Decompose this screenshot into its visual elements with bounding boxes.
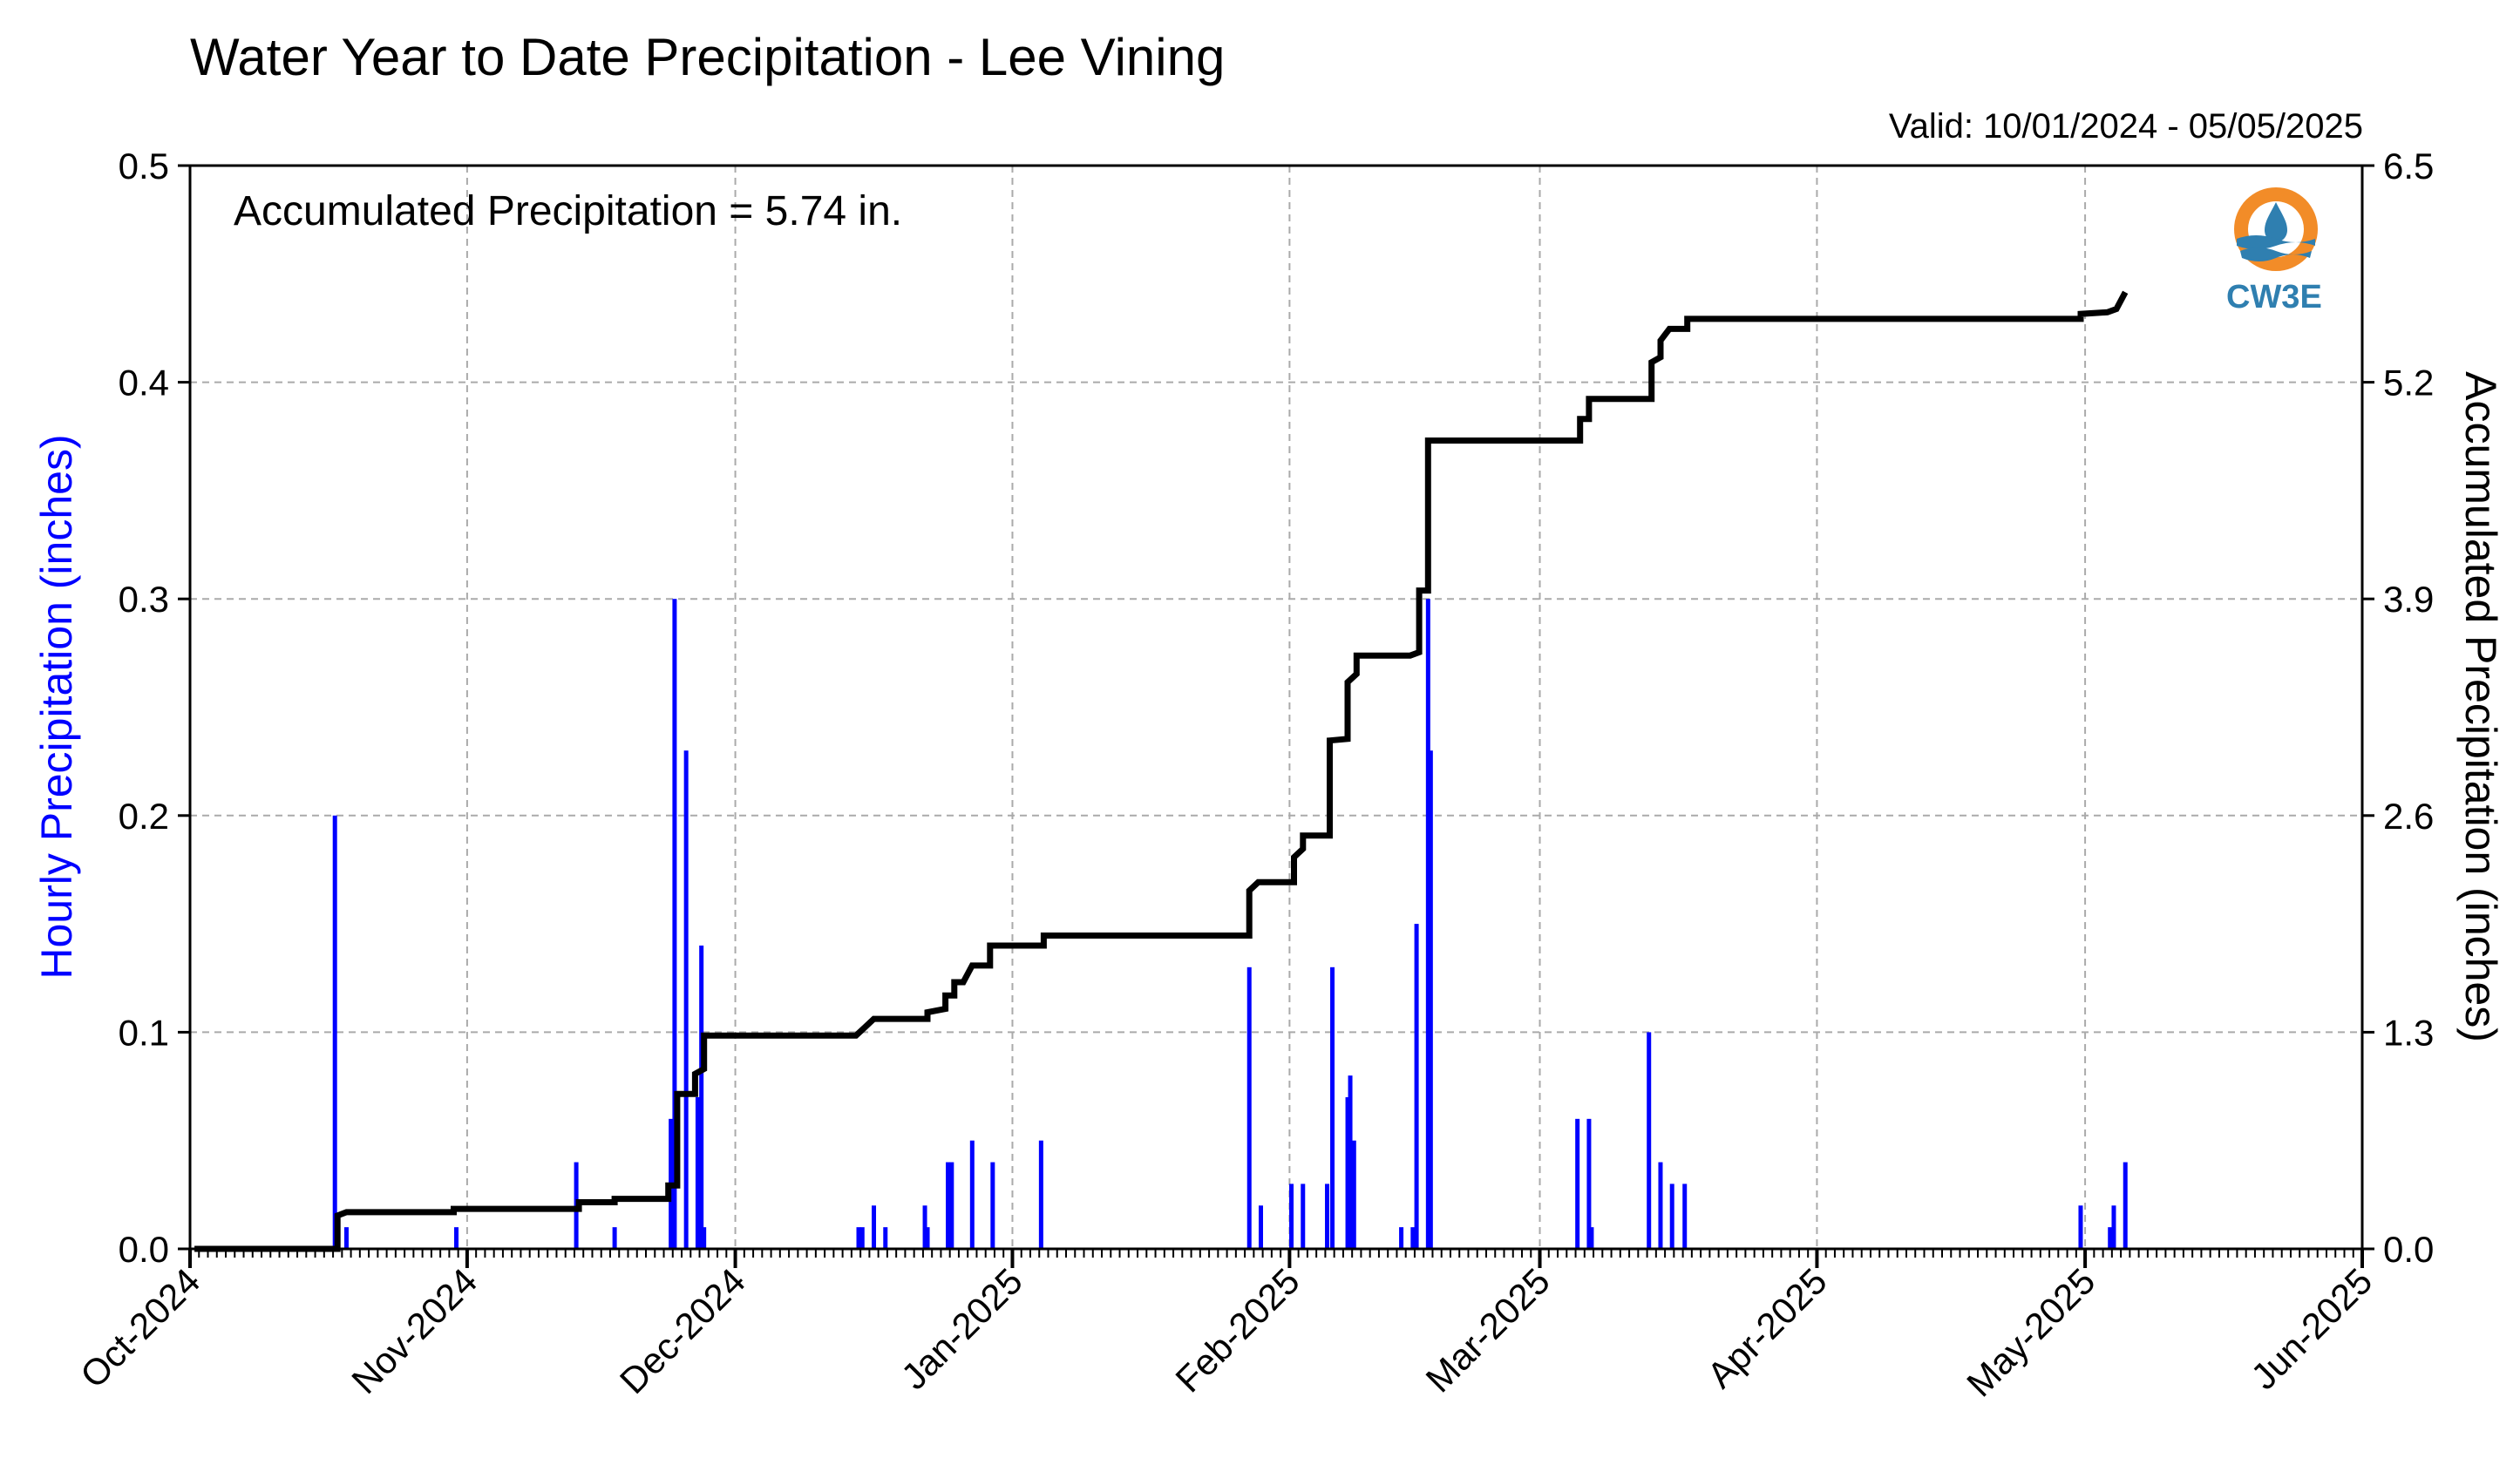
hourly-bar — [1414, 924, 1419, 1249]
accumulated-line — [194, 290, 2129, 1252]
hourly-bar — [1399, 1227, 1404, 1249]
hourly-bar — [683, 750, 689, 1249]
hourly-bar — [990, 1162, 995, 1249]
y-axis-label-right: Accumulated Precipitation (inches) — [2456, 371, 2505, 1042]
y-tick-label-left: 0.1 — [119, 1012, 169, 1053]
y-tick-label-right: 1.3 — [2383, 1012, 2434, 1053]
hourly-bar — [1410, 1227, 1416, 1249]
hourly-bar — [1246, 966, 1252, 1249]
hourly-bar — [1289, 1184, 1294, 1249]
hourly-bar — [1428, 750, 1433, 1249]
hourly-bar — [1589, 1227, 1594, 1249]
hourly-bar — [1669, 1184, 1674, 1249]
hourly-bar — [2123, 1162, 2128, 1249]
hourly-bar — [695, 1096, 700, 1249]
hourly-bar — [969, 1140, 975, 1249]
y-tick-label-right: 3.9 — [2383, 579, 2434, 620]
hourly-bar — [1351, 1140, 1356, 1249]
y-tick-label-right: 5.2 — [2383, 363, 2434, 404]
hourly-bar — [343, 1227, 349, 1249]
hourly-bar — [612, 1227, 617, 1249]
x-tick-label: Mar-2025 — [1418, 1260, 1558, 1400]
hourly-bar — [949, 1162, 954, 1249]
hourly-bar — [1575, 1118, 1580, 1249]
minor-ticks — [189, 1249, 2363, 1258]
y-tick-label-right: 0.0 — [2383, 1229, 2434, 1270]
hourly-bar — [1425, 599, 1430, 1249]
y-tick-label-right: 6.5 — [2383, 146, 2434, 187]
hourly-bar — [699, 945, 704, 1249]
y-tick-label-left: 0.0 — [119, 1229, 169, 1270]
cw3e-logo-text: CW3E — [2226, 279, 2322, 315]
accumulated-annotation: Accumulated Precipitation = 5.74 in. — [234, 188, 902, 234]
valid-date-range: Valid: 10/01/2024 - 05/05/2025 — [1888, 107, 2363, 146]
x-tick-label: Jan-2025 — [893, 1260, 1030, 1397]
hourly-bar — [2078, 1205, 2083, 1249]
x-tick-label: Jun-2025 — [2243, 1260, 2380, 1397]
hourly-bar — [925, 1227, 930, 1249]
hourly-bar — [1658, 1162, 1663, 1249]
hourly-bar — [2108, 1227, 2113, 1249]
hourly-bar — [856, 1227, 861, 1249]
hourly-bar — [332, 815, 337, 1249]
y-tick-label-right: 2.6 — [2383, 796, 2434, 837]
hourly-bar — [1586, 1118, 1592, 1249]
hourly-bar — [1325, 1184, 1330, 1249]
x-tick-label: Nov-2024 — [343, 1260, 485, 1401]
hourly-bar — [872, 1205, 877, 1249]
hourly-bar — [1345, 1096, 1350, 1249]
y-tick-label-left: 0.5 — [119, 146, 169, 187]
hourly-bar — [454, 1227, 459, 1249]
x-tick-label: Oct-2024 — [72, 1260, 207, 1395]
y-tick-label-left: 0.3 — [119, 579, 169, 620]
x-tick-label: May-2025 — [1959, 1260, 2102, 1404]
hourly-bar — [2111, 1205, 2116, 1249]
hourly-bar — [922, 1205, 927, 1249]
cw3e-logo-icon — [2234, 187, 2318, 271]
hourly-bars — [332, 599, 2128, 1249]
hourly-bar — [859, 1227, 865, 1249]
plot-frame — [188, 164, 2364, 1251]
x-tick-label: Feb-2025 — [1167, 1260, 1307, 1400]
hourly-bar — [1258, 1205, 1263, 1249]
hourly-bar — [1647, 1032, 1652, 1249]
chart-title: Water Year to Date Precipitation - Lee V… — [190, 28, 1226, 86]
hourly-bar — [702, 1227, 707, 1249]
y-axis-label-left: Hourly Precipitation (inches) — [32, 434, 81, 979]
hourly-bar — [672, 599, 677, 1249]
hourly-bar — [1038, 1140, 1043, 1249]
hourly-bar — [1682, 1184, 1688, 1249]
y-tick-label-left: 0.2 — [119, 796, 169, 837]
hourly-bar — [1330, 966, 1335, 1249]
hourly-bar — [946, 1162, 951, 1249]
grid-lines — [190, 166, 2362, 1249]
x-tick-label: Dec-2024 — [612, 1260, 753, 1401]
hourly-bar — [1348, 1075, 1353, 1249]
hourly-bar — [883, 1227, 888, 1249]
x-tick-label: Apr-2025 — [1699, 1260, 1834, 1395]
y-tick-label-left: 0.4 — [119, 363, 169, 404]
hourly-bar — [1301, 1184, 1306, 1249]
